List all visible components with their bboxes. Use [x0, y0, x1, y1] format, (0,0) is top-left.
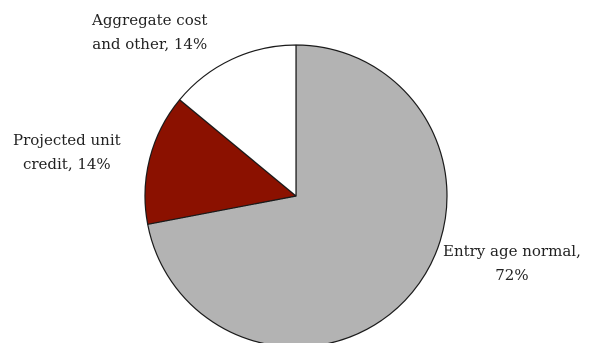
label-entry-age-normal-line1: Entry age normal,: [443, 242, 581, 260]
pie-slice-aggregate-cost-and-other: [179, 44, 297, 197]
pie-slice-entry-age-normal: [147, 44, 448, 343]
label-projected-unit-credit-line2: credit, 14%: [22, 155, 111, 173]
label-entry-age-normal: Entry age normal, 72%: [443, 239, 581, 287]
label-projected-unit-credit: Projected unit credit, 14%: [13, 128, 121, 176]
pie-slice-projected-unit-credit: [144, 99, 297, 225]
label-aggregate-cost-line1: Aggregate cost: [92, 11, 208, 29]
label-aggregate-cost-line2: and other, 14%: [92, 35, 208, 53]
label-projected-unit-credit-line1: Projected unit: [13, 131, 121, 149]
label-aggregate-cost: Aggregate cost and other, 14%: [92, 8, 207, 56]
label-entry-age-normal-line2: 72%: [495, 266, 529, 284]
